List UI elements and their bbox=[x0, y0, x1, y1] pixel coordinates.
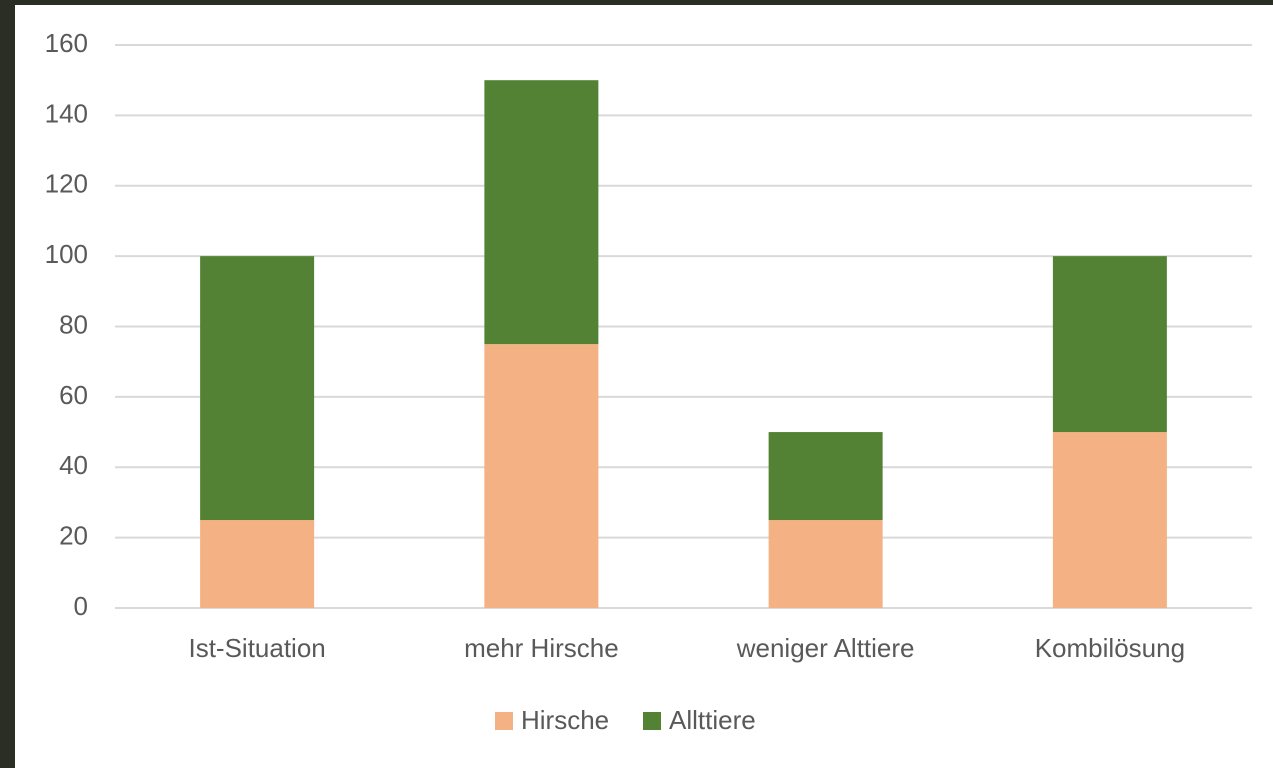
legend-label: Allttiere bbox=[669, 705, 756, 735]
x-tick-label: mehr Hirsche bbox=[464, 633, 619, 663]
y-tick-label: 40 bbox=[59, 450, 88, 480]
bar-segment bbox=[768, 432, 883, 521]
y-tick-label: 0 bbox=[74, 591, 88, 621]
x-tick-label: Kombilösung bbox=[1035, 633, 1185, 663]
x-tick-label: Ist-Situation bbox=[188, 633, 325, 663]
legend-swatch bbox=[495, 712, 513, 730]
x-tick-label: weniger Alttiere bbox=[736, 633, 915, 663]
bar-segment bbox=[200, 520, 315, 608]
y-tick-label: 100 bbox=[45, 239, 88, 269]
y-tick-label: 140 bbox=[45, 98, 88, 128]
y-tick-label: 20 bbox=[59, 521, 88, 551]
bar-segment bbox=[1052, 432, 1167, 608]
bar-segment bbox=[1052, 256, 1167, 433]
bar-segment bbox=[484, 344, 599, 608]
y-tick-label: 160 bbox=[45, 28, 88, 58]
y-tick-label: 60 bbox=[59, 380, 88, 410]
legend-swatch bbox=[643, 712, 661, 730]
legend-label: Hirsche bbox=[521, 705, 609, 735]
bar-segment bbox=[200, 256, 315, 521]
y-tick-label: 80 bbox=[59, 309, 88, 339]
bar-segment bbox=[484, 80, 599, 345]
bar-segment bbox=[768, 520, 883, 608]
y-tick-label: 120 bbox=[45, 169, 88, 199]
